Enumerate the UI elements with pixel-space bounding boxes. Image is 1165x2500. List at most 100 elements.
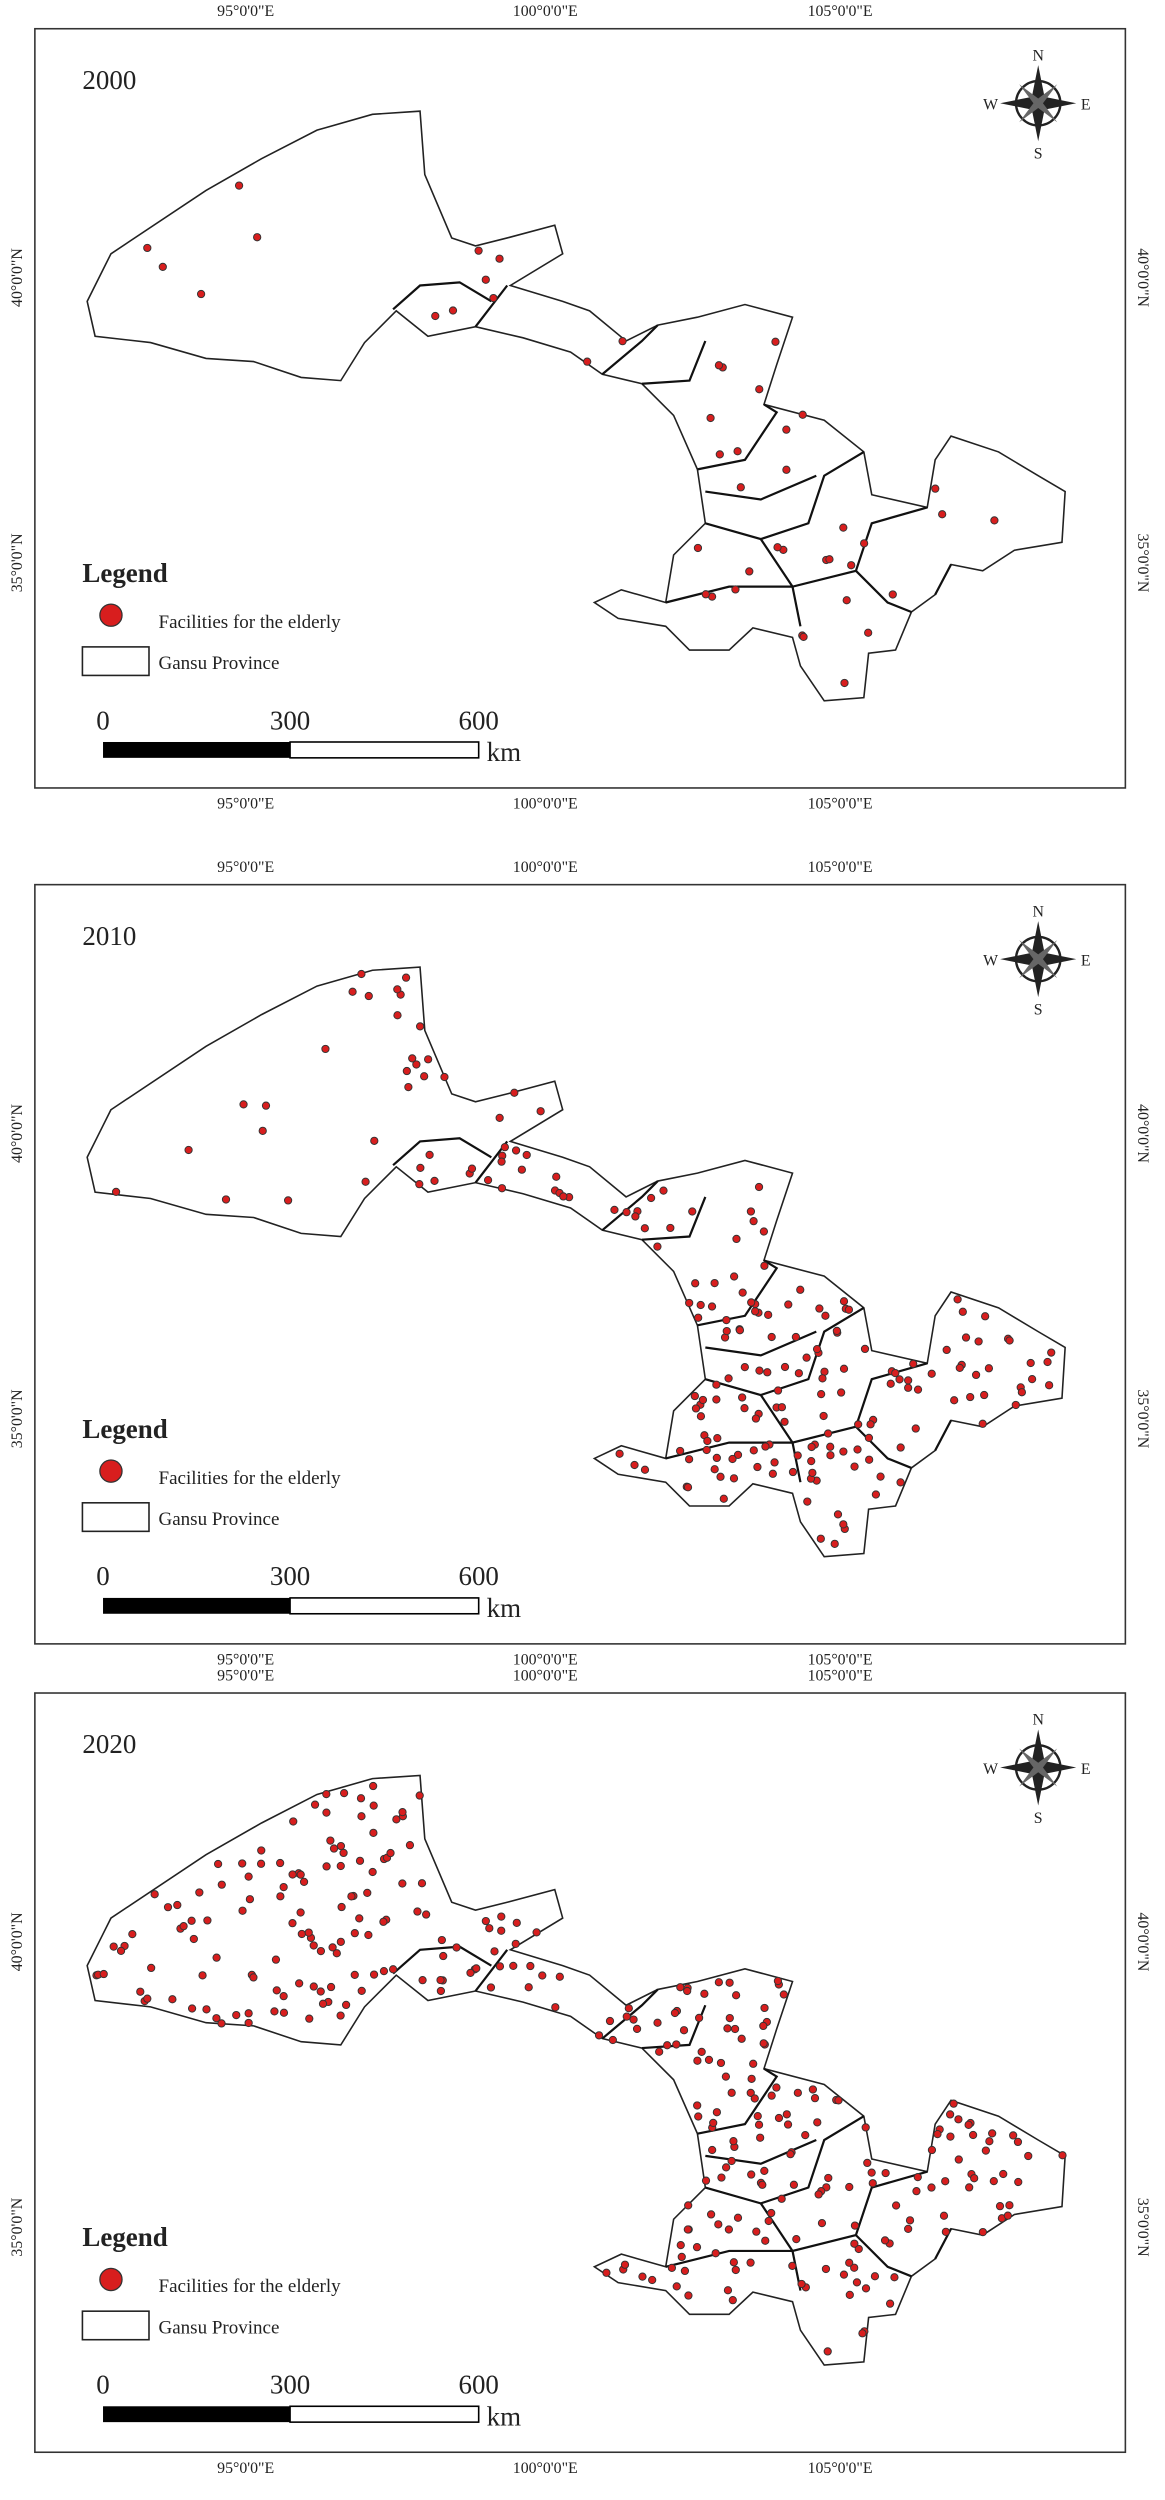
facility-point <box>332 1949 341 1958</box>
district-boundary <box>665 585 793 604</box>
facility-point <box>777 2194 786 2203</box>
facility-point <box>187 2004 197 2013</box>
facility-point <box>860 1344 870 1354</box>
facility-point <box>509 1961 518 1970</box>
district-boundary <box>705 1306 865 1397</box>
facility-point <box>693 2101 702 2110</box>
facility-point <box>179 1922 188 1931</box>
facility-point <box>147 1963 156 1973</box>
scale-bar-white <box>289 1597 480 1615</box>
facility-point <box>653 1242 662 1251</box>
facility-point <box>261 1101 271 1110</box>
facility-point <box>713 1434 722 1443</box>
facility-point <box>786 2150 795 2159</box>
compass: N S W E <box>983 1712 1090 1827</box>
facility-point <box>309 1941 318 1950</box>
facility-point <box>500 1143 509 1152</box>
facility-point <box>355 1856 365 1865</box>
district-boundary <box>601 324 659 376</box>
facility-point <box>731 2265 740 2275</box>
compass: N S W E <box>983 903 1090 1018</box>
facility-point <box>355 1914 364 1923</box>
legend-item: Facilities for the elderly <box>159 1468 342 1489</box>
facility-point <box>1017 1388 1026 1397</box>
facility-point <box>891 2201 901 2210</box>
facility-point <box>490 1947 499 1956</box>
map-panel: 95°0'0"E 95°0'0"E 100°0'0"E 100°0'0"E 105°0'… <box>9 859 1151 1669</box>
scale-label: 300 <box>270 705 310 735</box>
facility-point <box>885 2299 895 2308</box>
map-panel: 95°0'0"E 95°0'0"E 100°0'0"E 100°0'0"E 105°0'… <box>9 1667 1151 2477</box>
facility-point <box>415 1022 425 1031</box>
facility-point <box>931 484 940 493</box>
facility-point <box>825 555 834 564</box>
facility-point <box>452 1943 461 1952</box>
facility-point <box>904 1376 913 1385</box>
latitude-label: 35°0'0"N <box>9 2197 26 2256</box>
facility-point <box>749 1446 758 1455</box>
facility-point <box>767 2091 776 2100</box>
facility-point <box>653 2018 662 2027</box>
facility-point <box>646 1193 656 1203</box>
facility-point <box>631 1212 640 1221</box>
facility-point <box>737 2034 746 2043</box>
facility-point <box>817 2219 827 2228</box>
facility-point <box>217 2019 226 2028</box>
facility-point <box>363 1888 372 1897</box>
longitude-label: 105°0'0"E <box>808 796 873 813</box>
facility-point <box>1045 1381 1054 1390</box>
facility-point <box>736 483 745 492</box>
facility-point <box>238 1906 247 1915</box>
facility-point <box>415 1791 424 1800</box>
facility-point <box>559 1192 568 1201</box>
facility-point <box>927 1369 936 1378</box>
facility-point <box>526 1961 535 1971</box>
facility-point <box>817 1389 826 1399</box>
facility-point <box>318 1999 328 2008</box>
facility-point <box>927 2145 937 2155</box>
facility-point <box>288 1870 297 1879</box>
facility-point <box>357 969 366 979</box>
facility-point <box>864 628 873 637</box>
facility-point <box>624 2004 633 2013</box>
facility-point <box>845 2182 854 2192</box>
facility-point <box>867 2168 876 2177</box>
facility-point <box>971 1370 981 1380</box>
facility-point <box>955 1363 964 1372</box>
facility-point <box>816 1534 825 1543</box>
district-boundary <box>392 1945 492 1975</box>
facility-point <box>732 1234 741 1244</box>
facility-point <box>767 2208 776 2218</box>
facility-point <box>1027 1375 1037 1384</box>
scale-unit: km <box>487 2401 521 2431</box>
facility-point <box>168 1995 177 2004</box>
longitude-label: 95°0'0"E <box>217 1651 274 1668</box>
facility-point <box>700 1989 709 1998</box>
facility-point <box>245 1895 255 1904</box>
facility-point <box>420 1072 429 1081</box>
facility-point <box>909 1359 918 1368</box>
facility-point <box>724 2225 734 2234</box>
facility-point <box>738 1288 747 1297</box>
facility-point <box>905 2216 915 2225</box>
facility-point <box>424 1055 433 1064</box>
facility-point <box>249 1973 258 1982</box>
facility-point <box>791 1332 801 1342</box>
facility-point <box>793 1451 802 1460</box>
facility-point <box>950 1396 959 1405</box>
compass-star-minor <box>1019 940 1058 979</box>
facility-point <box>871 1490 881 1499</box>
facility-point <box>472 1964 481 1973</box>
facility-point <box>369 1781 378 1791</box>
facility-point <box>683 1986 692 1996</box>
facility-point <box>833 1510 843 1519</box>
district-boundary <box>934 1419 953 1452</box>
facility-point <box>815 1304 824 1313</box>
facility-point <box>329 1844 339 1853</box>
facility-point <box>234 181 244 190</box>
facility-point <box>684 2291 693 2300</box>
facility-point <box>1024 2151 1033 2161</box>
facility-point <box>701 2176 711 2185</box>
facility-point <box>774 2113 784 2123</box>
facility-point <box>99 1969 108 1979</box>
